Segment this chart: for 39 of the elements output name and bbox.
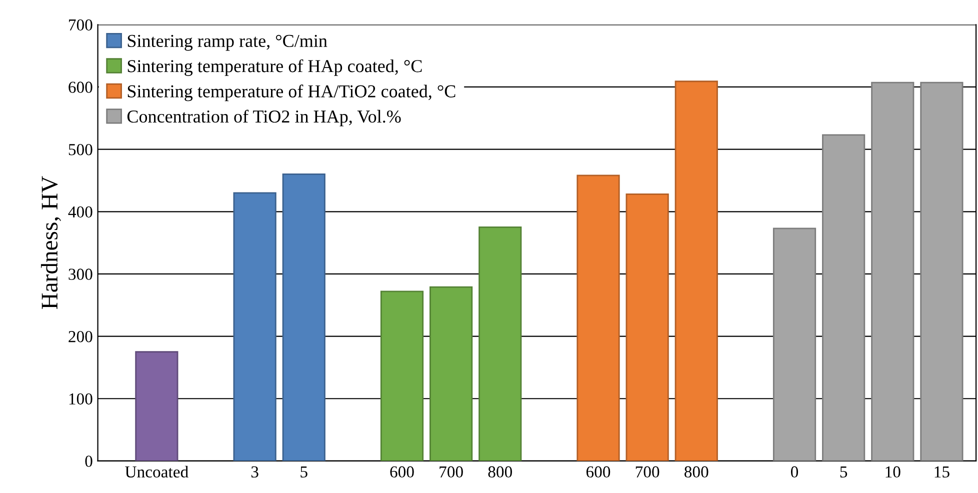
x-tick-label: 700 <box>636 466 660 478</box>
x-tick-label: 10 <box>886 466 900 478</box>
y-tick-label: 400 <box>68 206 92 218</box>
bar <box>380 290 424 461</box>
x-tick-label: 3 <box>251 466 258 478</box>
x-tick-label: 800 <box>488 466 512 478</box>
bar <box>772 228 816 461</box>
y-tick-label: 600 <box>68 82 92 93</box>
legend-label: Sintering temperature of HA/TiO2 coated, °C <box>128 84 456 102</box>
x-tick-label: 600 <box>586 466 610 478</box>
bar <box>135 351 178 461</box>
bar <box>871 82 914 461</box>
x-tick-label: 700 <box>440 466 463 478</box>
bar <box>430 286 473 461</box>
y-tick-label: 500 <box>68 144 92 156</box>
x-tick-label: Uncoated <box>125 466 188 478</box>
y-axis-title: Hardness, HV <box>40 176 61 310</box>
x-tick-label: 5 <box>840 466 848 478</box>
bar <box>282 174 326 461</box>
bar <box>576 174 620 461</box>
x-tick-label: 600 <box>390 466 414 478</box>
bar <box>822 134 866 461</box>
bar <box>674 80 718 461</box>
x-tick-label: 15 <box>934 466 950 478</box>
y-tick-label: 100 <box>69 393 92 405</box>
y-tick-label: 0 <box>85 456 92 467</box>
legend-label: Sintering ramp rate, °C/min <box>128 34 328 51</box>
legend-label: Concentration of TiO2 in HAp, Vol.% <box>127 110 401 126</box>
bar <box>233 192 276 461</box>
y-tick-label: 200 <box>68 330 92 342</box>
bar <box>920 82 964 461</box>
x-tick-label: 800 <box>684 466 708 478</box>
x-tick-label: 0 <box>790 466 798 478</box>
y-tick-label: 300 <box>68 268 92 280</box>
y-tick-label: 700 <box>69 19 92 31</box>
x-tick-label: 5 <box>300 466 308 478</box>
bar <box>478 226 522 461</box>
bar <box>626 193 669 461</box>
legend-label: Sintering temperature of HAp coated, °C <box>128 59 422 76</box>
